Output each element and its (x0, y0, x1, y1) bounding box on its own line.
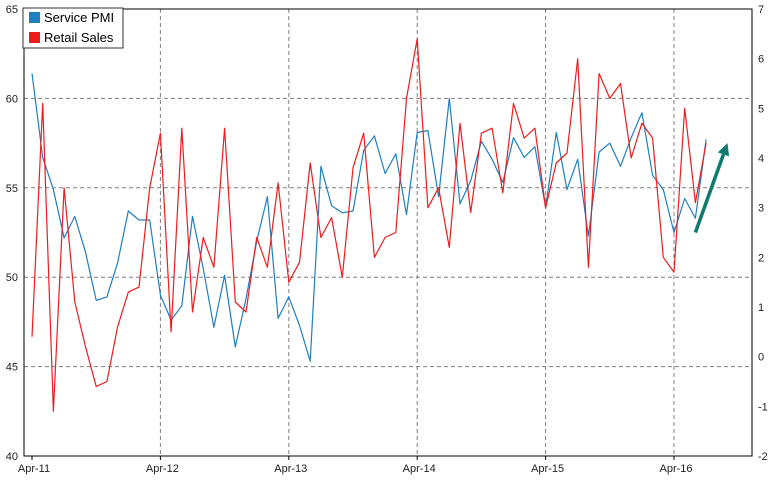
trend-arrow-shaft (693, 153, 726, 234)
right-axis-tick-labels: -2 -1 0 1 2 3 4 5 6 7 (758, 4, 768, 463)
right-tick-label: 6 (758, 54, 764, 66)
x-tick-label: Apr-11 (18, 463, 50, 475)
x-tick-label: Apr-15 (531, 463, 564, 475)
x-tick-label: Apr-16 (659, 463, 692, 475)
series-line-retail-sales (31, 38, 707, 412)
trend-arrow-head (717, 143, 730, 157)
x-tick-label: Apr-14 (403, 463, 436, 475)
right-tick-label: 7 (758, 4, 764, 16)
left-tick-label: 40 (6, 451, 18, 463)
annotation-layer (693, 143, 730, 234)
grid (24, 9, 752, 456)
legend-label-retail-sales: Retail Sales (44, 30, 114, 45)
left-tick-label: 50 (6, 272, 18, 284)
left-tick-label: 55 (6, 183, 18, 195)
left-tick-label: 60 (6, 93, 18, 105)
plot-area (23, 8, 753, 460)
right-tick-label: 0 (758, 352, 764, 364)
x-tick-label: Apr-12 (146, 463, 179, 475)
x-tick-label: Apr-13 (274, 463, 307, 475)
right-tick-label: 1 (758, 302, 764, 314)
series-layer (31, 38, 707, 412)
series-line-service-pmi (31, 73, 707, 362)
legend: Service PMI Retail Sales (22, 7, 124, 49)
left-tick-label: 65 (6, 4, 18, 16)
legend-label-service-pmi: Service PMI (44, 10, 114, 25)
legend-swatch-service-pmi (29, 12, 40, 23)
right-tick-label: 5 (758, 103, 764, 115)
right-tick-label: -1 (758, 401, 768, 413)
left-axis-tick-labels: 40 45 50 55 60 65 (6, 4, 18, 463)
right-tick-label: -2 (758, 451, 768, 463)
x-axis-tick-labels: Apr-11 Apr-12 Apr-13 Apr-14 Apr-15 Apr-16 (18, 463, 693, 475)
plot-border (23, 8, 753, 457)
right-tick-label: 2 (758, 252, 764, 264)
left-tick-label: 45 (6, 362, 18, 374)
right-tick-label: 4 (758, 153, 764, 165)
legend-swatch-retail-sales (29, 32, 40, 43)
right-tick-label: 3 (758, 203, 764, 215)
